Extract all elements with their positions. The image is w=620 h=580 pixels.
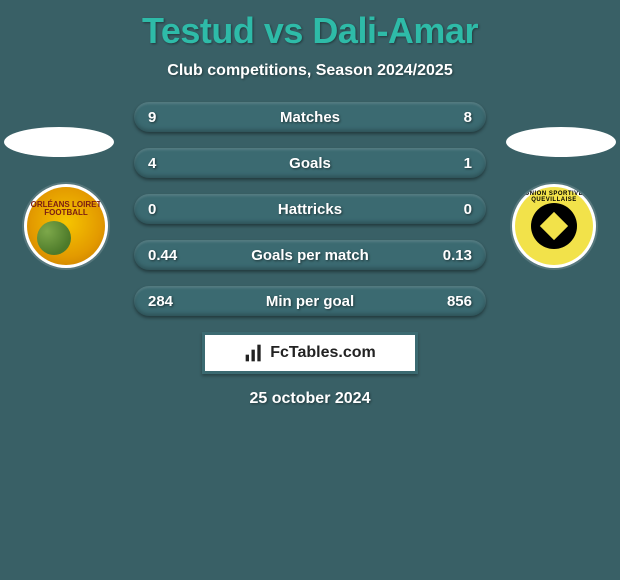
stat-right-value: 0 <box>464 194 472 224</box>
stat-right-value: 8 <box>464 102 472 132</box>
page-title: Testud vs Dali-Amar <box>0 0 620 52</box>
stat-label: Min per goal <box>266 293 354 310</box>
stat-left-value: 4 <box>148 148 156 178</box>
vs-word: vs <box>264 10 303 51</box>
stat-left-value: 0 <box>148 194 156 224</box>
club-badge-right-text: UNION SPORTIVE QUEVILLAISE <box>515 191 593 203</box>
bar-chart-icon <box>244 343 264 363</box>
stat-right-value: 1 <box>464 148 472 178</box>
stat-left-value: 0.44 <box>148 240 177 270</box>
stat-row: 284 Min per goal 856 <box>134 286 486 316</box>
source-brand: FcTables.com <box>270 344 376 362</box>
subtitle: Club competitions, Season 2024/2025 <box>0 62 620 80</box>
stat-row: 9 Matches 8 <box>134 102 486 132</box>
stat-label: Goals <box>289 155 331 172</box>
player-left-photo-placeholder <box>4 127 114 157</box>
stat-left-value: 9 <box>148 102 156 132</box>
comparison-content: ORLÉANS LOIRET FOOTBALL UNION SPORTIVE Q… <box>0 102 620 408</box>
stat-right-value: 856 <box>447 286 472 316</box>
player-left-name: Testud <box>142 10 254 51</box>
stat-label: Hattricks <box>278 201 342 218</box>
stat-row: 0.44 Goals per match 0.13 <box>134 240 486 270</box>
date: 25 october 2024 <box>0 390 620 408</box>
player-right-name: Dali-Amar <box>312 10 478 51</box>
stat-label: Matches <box>280 109 340 126</box>
stat-label: Goals per match <box>251 247 369 264</box>
stat-row: 0 Hattricks 0 <box>134 194 486 224</box>
stat-right-value: 0.13 <box>443 240 472 270</box>
player-right-photo-placeholder <box>506 127 616 157</box>
stat-left-value: 284 <box>148 286 173 316</box>
source-badge: FcTables.com <box>202 332 418 374</box>
club-badge-left-text: ORLÉANS LOIRET FOOTBALL <box>27 201 105 218</box>
club-badge-left: ORLÉANS LOIRET FOOTBALL <box>24 184 108 268</box>
stat-rows: 9 Matches 8 4 Goals 1 0 Hattricks 0 0.44 Goals per… <box>134 102 486 316</box>
club-badge-right: UNION SPORTIVE QUEVILLAISE <box>512 184 596 268</box>
stat-row: 4 Goals 1 <box>134 148 486 178</box>
